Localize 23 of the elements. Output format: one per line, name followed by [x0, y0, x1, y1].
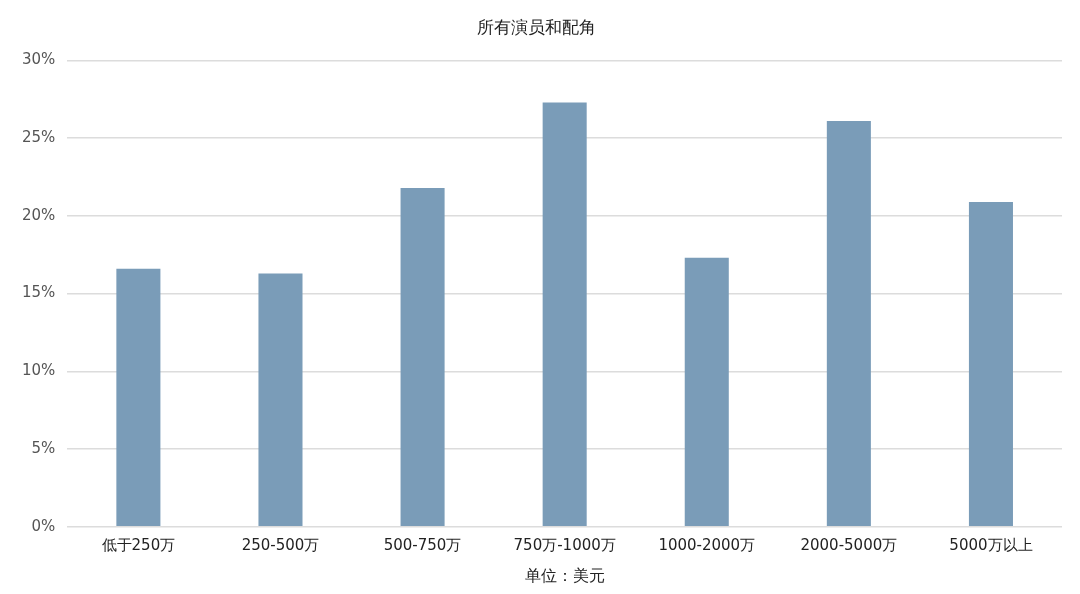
x-tick-label: 1000-2000万	[658, 535, 756, 554]
y-tick-label: 15%	[22, 283, 56, 302]
y-tick-label: 10%	[22, 361, 56, 380]
y-tick-label: 25%	[22, 128, 56, 147]
bar	[684, 257, 729, 527]
x-tick-label: 2000-5000万	[800, 535, 898, 554]
x-axis-title: 单位：美元	[524, 565, 605, 585]
x-tick-label: 750万-1000万	[513, 535, 616, 554]
y-tick-label: 30%	[22, 50, 56, 69]
bar	[258, 273, 303, 527]
x-tick-label: 250-500万	[241, 535, 320, 554]
bar	[542, 102, 587, 527]
x-tick-label: 500-750万	[383, 535, 462, 554]
x-tick-label: 5000万以上	[949, 535, 1033, 554]
y-tick-label: 5%	[31, 438, 56, 457]
bar	[968, 201, 1013, 527]
bar	[116, 268, 161, 527]
chart-title: 所有演员和配角	[476, 16, 596, 37]
y-tick-label: 20%	[22, 205, 56, 224]
bar	[826, 121, 871, 527]
bar	[400, 187, 445, 527]
x-tick-label: 低于250万	[101, 535, 176, 554]
y-tick-label: 0%	[31, 516, 56, 535]
